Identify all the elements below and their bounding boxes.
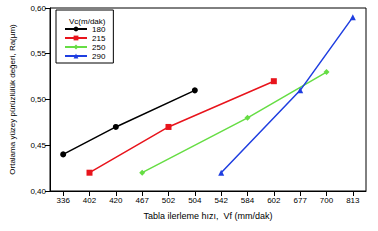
svg-text:602: 602 — [267, 196, 281, 205]
svg-text:Vc(m/dak): Vc(m/dak) — [69, 17, 106, 26]
svg-text:0,45: 0,45 — [30, 141, 46, 150]
svg-text:290: 290 — [92, 52, 106, 61]
svg-text:0,40: 0,40 — [30, 187, 46, 196]
svg-text:813: 813 — [346, 196, 360, 205]
svg-text:700: 700 — [320, 196, 334, 205]
svg-text:504: 504 — [188, 196, 202, 205]
svg-text:402: 402 — [83, 196, 97, 205]
svg-text:467: 467 — [135, 196, 149, 205]
svg-text:Tabla ilerleme hızı, Vf (mm/d: Tabla ilerleme hızı, Vf (mm/dak) — [143, 211, 272, 221]
svg-text:336: 336 — [56, 196, 70, 205]
svg-text:502: 502 — [162, 196, 176, 205]
svg-text:0,50: 0,50 — [30, 95, 46, 104]
svg-text:420: 420 — [109, 196, 123, 205]
svg-text:180: 180 — [92, 25, 106, 34]
svg-text:250: 250 — [92, 43, 106, 52]
svg-text:215: 215 — [92, 34, 106, 43]
svg-text:Ortalama yüzey pürüzlülük değe: Ortalama yüzey pürüzlülük değeri, Ra(µm) — [8, 24, 17, 175]
svg-text:0,60: 0,60 — [30, 4, 46, 13]
svg-text:542: 542 — [214, 196, 228, 205]
svg-text:677: 677 — [293, 196, 307, 205]
svg-text:584: 584 — [241, 196, 255, 205]
svg-text:0,55: 0,55 — [30, 49, 46, 58]
